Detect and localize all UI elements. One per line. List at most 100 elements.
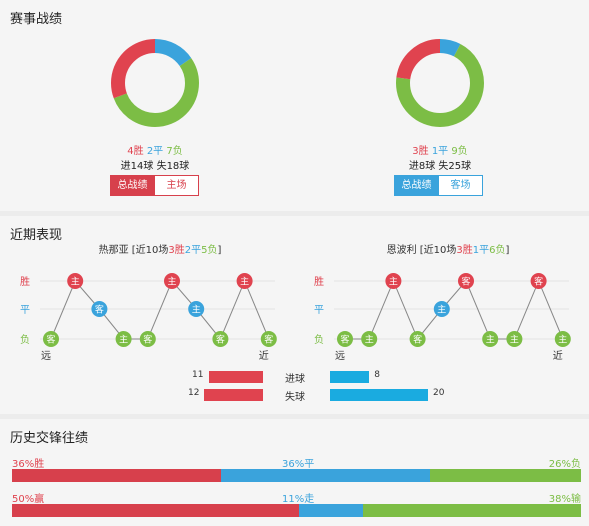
team1-wdl: 4胜 2平 7负 — [105, 142, 205, 157]
team1-record-donut — [111, 39, 199, 127]
away-conceded-value: 20 — [433, 388, 445, 398]
donut-win-slice — [396, 39, 484, 127]
team2-total-record-button[interactable]: 总战绩 — [394, 175, 439, 196]
home-conceded-bar — [204, 389, 263, 401]
home-goals-value: 11 — [192, 370, 204, 380]
team1-win-count: 4胜 — [127, 146, 144, 157]
form-point — [409, 331, 426, 347]
team2-away-button[interactable]: 客场 — [438, 175, 483, 196]
form-point — [188, 301, 205, 317]
form-point — [554, 331, 571, 347]
form-point-venue: 客 — [413, 334, 422, 346]
form-point-venue: 主 — [389, 276, 398, 288]
h2h-win-segment — [12, 469, 222, 482]
team1-form-draw: 2平 — [184, 245, 202, 256]
form-point — [482, 331, 499, 347]
form-point-venue: 客 — [95, 304, 104, 316]
donut-win-slice — [111, 39, 199, 127]
form-point — [530, 273, 547, 289]
h2h-handicap-win-pct: 50%赢 — [12, 494, 45, 505]
axis-label-loss: 负 — [314, 333, 324, 346]
team2-win-count: 3胜 — [412, 146, 429, 157]
form-point — [139, 331, 156, 347]
form-point — [385, 273, 402, 289]
h2h-draw-segment — [221, 469, 431, 482]
form-point-venue: 主 — [486, 334, 495, 346]
form-point — [43, 331, 59, 347]
form-point-venue: 主 — [192, 304, 201, 316]
form-point-venue: 主 — [167, 276, 176, 288]
h2h-draw-pct: 36%平 — [282, 459, 315, 470]
form-point-venue: 主 — [119, 334, 128, 346]
h2h-handicap-push-pct: 11%走 — [282, 494, 315, 505]
home-goals-bar — [209, 371, 263, 383]
form-point-venue: 客 — [264, 334, 273, 346]
form-point — [337, 331, 353, 347]
away-conceded-bar — [330, 389, 428, 401]
form-point-venue: 客 — [534, 276, 543, 288]
form-point-venue: 主 — [71, 276, 80, 288]
form-point-venue: 客 — [461, 276, 470, 288]
form-point-venue: 客 — [216, 334, 225, 346]
team1-total-record-button[interactable]: 总战绩 — [110, 175, 155, 196]
team1-loss-count: 7负 — [166, 146, 183, 157]
history-title: 历史交锋往绩 — [10, 431, 89, 446]
form-point-venue: 客 — [46, 334, 55, 346]
form-point — [164, 273, 180, 289]
team1-form-loss: 5负 — [201, 245, 218, 256]
form-line — [50, 279, 270, 340]
form-point-venue: 主 — [558, 334, 567, 346]
team2-goals: 进8球 失25球 — [408, 161, 472, 172]
team2-form-draw: 1平 — [472, 245, 490, 256]
team1-form-title-end: ] — [217, 245, 222, 256]
axis-near-label: 近 — [259, 349, 269, 362]
goals-label: 进球 — [285, 374, 305, 385]
donut-loss-slice — [396, 39, 484, 127]
team1-form-win: 3胜 — [168, 245, 185, 256]
form-point — [506, 331, 523, 347]
form-point — [260, 331, 277, 347]
axis-near-label: 近 — [553, 349, 563, 362]
home-conceded-value: 12 — [188, 388, 200, 398]
axis-label-win: 胜 — [314, 276, 324, 288]
form-point — [212, 331, 229, 347]
team2-form-title: 恩波利 [近10场3胜1平6负] — [348, 241, 548, 256]
form-point-venue: 客 — [340, 334, 349, 346]
form-point — [91, 301, 108, 317]
away-goals-value: 8 — [374, 370, 380, 380]
h2h-result-bar — [12, 469, 581, 482]
head-to-head-panel: 历史交锋往绩 36%胜 36%平 26%负 50%赢 11%走 38%输 — [0, 419, 589, 526]
away-goals-bar — [330, 371, 370, 383]
team2-record-donut — [396, 39, 484, 127]
h2h-handicap-win-segment — [12, 504, 300, 517]
h2h-handicap-loss-segment — [362, 504, 581, 517]
conceded-label: 失球 — [285, 392, 305, 403]
form-point — [67, 273, 84, 289]
form-point — [236, 273, 253, 289]
team1-form-title-text: 热那亚 [近10场 — [98, 245, 169, 256]
h2h-handicap-loss-pct: 38%输 — [548, 494, 581, 505]
form-line — [345, 279, 564, 340]
record-panel: 赛事战绩 4胜 2平 7负 进14球 失18球 总战绩 主场 3胜 1平 9负 … — [0, 0, 589, 211]
team1-draw-count: 2平 — [146, 146, 164, 157]
team2-form-loss: 6负 — [489, 245, 506, 256]
h2h-win-pct: 36%胜 — [12, 459, 45, 470]
team2-loss-count: 9负 — [451, 146, 468, 157]
axis-far-label: 远 — [335, 350, 345, 362]
team1-home-button[interactable]: 主场 — [154, 175, 199, 196]
recent-form-panel: 近期表现 热那亚 [近10场3胜2平5负] 恩波利 [近10场3胜1平6负] 胜… — [0, 216, 589, 414]
h2h-handicap-bar — [12, 504, 581, 517]
form-point — [361, 331, 378, 347]
axis-label-loss: 负 — [20, 333, 30, 346]
form-point-venue: 主 — [365, 334, 374, 346]
h2h-loss-pct: 26%负 — [548, 459, 581, 470]
h2h-loss-segment — [430, 469, 581, 482]
h2h-handicap-push-segment — [299, 504, 363, 517]
form-point — [115, 331, 132, 347]
team2-form-win: 3胜 — [456, 245, 473, 256]
axis-far-label: 远 — [41, 350, 51, 362]
recent-title: 近期表现 — [10, 228, 63, 243]
form-point — [458, 273, 474, 289]
team2-wdl: 3胜 1平 9负 — [390, 142, 490, 157]
team1-form-chart: 胜平负 客主客主 客主主客主客远近 — [20, 273, 277, 362]
